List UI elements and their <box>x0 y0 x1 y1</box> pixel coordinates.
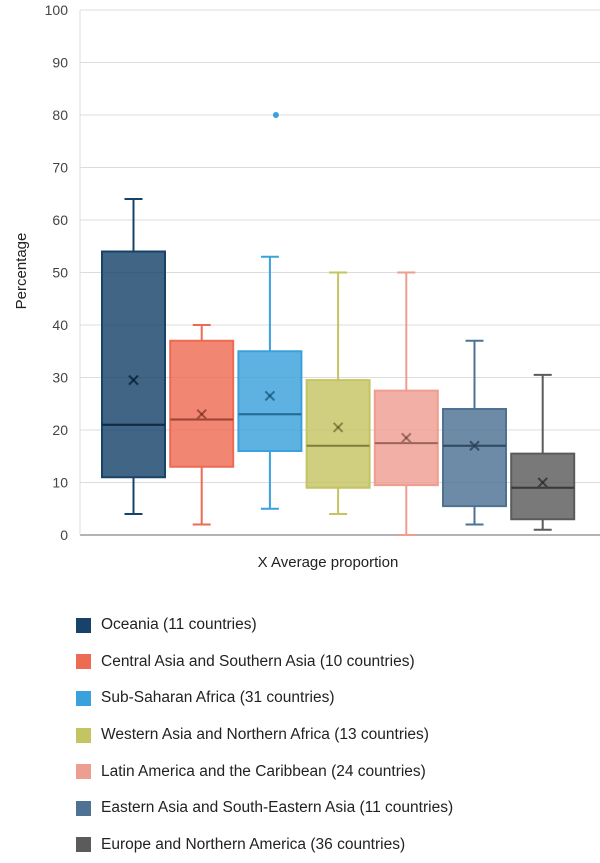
legend-item: Oceania (11 countries) <box>76 607 453 644</box>
legend-item: Sub-Saharan Africa (31 countries) <box>76 680 453 717</box>
legend-label: Oceania (11 countries) <box>101 616 257 634</box>
box-group <box>305 271 371 515</box>
legend-swatch <box>76 654 91 670</box>
mean-marker-shade <box>264 390 276 402</box>
legend-swatch <box>76 800 91 816</box>
legend-label: Central Asia and Southern Asia (10 count… <box>101 652 415 670</box>
box-plot-chart: 0 10 20 30 40 50 60 70 80 90 100 Percentage X Aver… <box>13 2 600 571</box>
y-tick-label: 40 <box>52 317 68 333</box>
iqr-box <box>442 408 507 508</box>
mean-marker-shade <box>469 440 480 451</box>
iqr-box <box>510 452 576 521</box>
legend: Oceania (11 countries) Central Asia and S… <box>76 607 453 863</box>
mean-marker <box>469 440 480 451</box>
y-tick-label: 60 <box>52 212 68 228</box>
x-axis-title: X Average proportion <box>258 554 399 571</box>
legend-swatch <box>76 764 91 780</box>
y-tick-label: 0 <box>60 527 68 543</box>
y-tick-label: 90 <box>52 55 68 71</box>
mean-marker-shade <box>537 477 548 488</box>
mean-marker-shade <box>128 374 139 386</box>
legend-swatch <box>76 690 91 706</box>
box-series <box>101 112 576 536</box>
mean-marker-shade <box>332 422 344 433</box>
mean-marker-shade <box>469 440 480 451</box>
mean-marker-shade <box>196 409 207 420</box>
legend-item: Central Asia and Southern Asia (10 count… <box>76 644 453 681</box>
mean-marker-shade <box>401 432 412 444</box>
box-group <box>373 271 439 536</box>
mean-marker-shade <box>332 422 344 433</box>
mean-marker <box>196 409 207 420</box>
mean-marker-shade <box>537 477 548 488</box>
legend-item: Latin America and the Caribbean (24 coun… <box>76 753 453 790</box>
mean-marker <box>128 374 139 386</box>
y-tick-label: 30 <box>52 370 68 386</box>
mean-marker-shade <box>196 409 207 420</box>
outlier-point <box>272 112 279 118</box>
box-group <box>237 112 303 510</box>
mean-marker <box>537 477 548 488</box>
legend-item: Western Asia and Northern Africa (13 cou… <box>76 717 453 754</box>
legend-label: Europe and Northern America (36 countrie… <box>101 835 406 853</box>
y-tick-label: 100 <box>45 2 69 18</box>
mean-marker-shade <box>264 390 276 402</box>
y-axis-title: Percentage <box>13 233 30 310</box>
y-tick-label: 80 <box>52 107 68 123</box>
box-group <box>442 339 507 526</box>
iqr-box <box>305 379 371 489</box>
y-axis-ticks: 0 10 20 30 40 50 60 70 80 90 100 <box>45 2 69 543</box>
legend-label: Latin America and the Caribbean (24 coun… <box>101 762 426 780</box>
box-group <box>510 373 576 531</box>
mean-marker <box>332 422 344 433</box>
box-group <box>101 198 166 515</box>
legend-item: Eastern Asia and South-Eastern Asia (11 … <box>76 790 453 827</box>
mean-marker <box>401 432 412 444</box>
legend-swatch <box>76 727 91 743</box>
iqr-box <box>169 339 235 468</box>
box-group <box>169 324 235 526</box>
y-tick-label: 70 <box>52 160 68 176</box>
legend-label: Sub-Saharan Africa (31 countries) <box>101 689 335 707</box>
y-tick-label: 50 <box>52 265 68 281</box>
legend-label: Western Asia and Northern Africa (13 cou… <box>101 726 429 744</box>
y-tick-label: 20 <box>52 422 68 438</box>
legend-label: Eastern Asia and South-Eastern Asia (11 … <box>101 799 454 817</box>
legend-item: Europe and Northern America (36 countrie… <box>76 827 453 863</box>
legend-swatch <box>76 837 91 853</box>
mean-marker-shade <box>401 432 412 444</box>
mean-marker <box>264 390 276 402</box>
iqr-box <box>237 350 303 452</box>
iqr-box <box>101 250 166 479</box>
legend-swatch <box>76 617 91 633</box>
y-tick-label: 10 <box>52 475 68 491</box>
mean-marker-shade <box>128 374 139 386</box>
